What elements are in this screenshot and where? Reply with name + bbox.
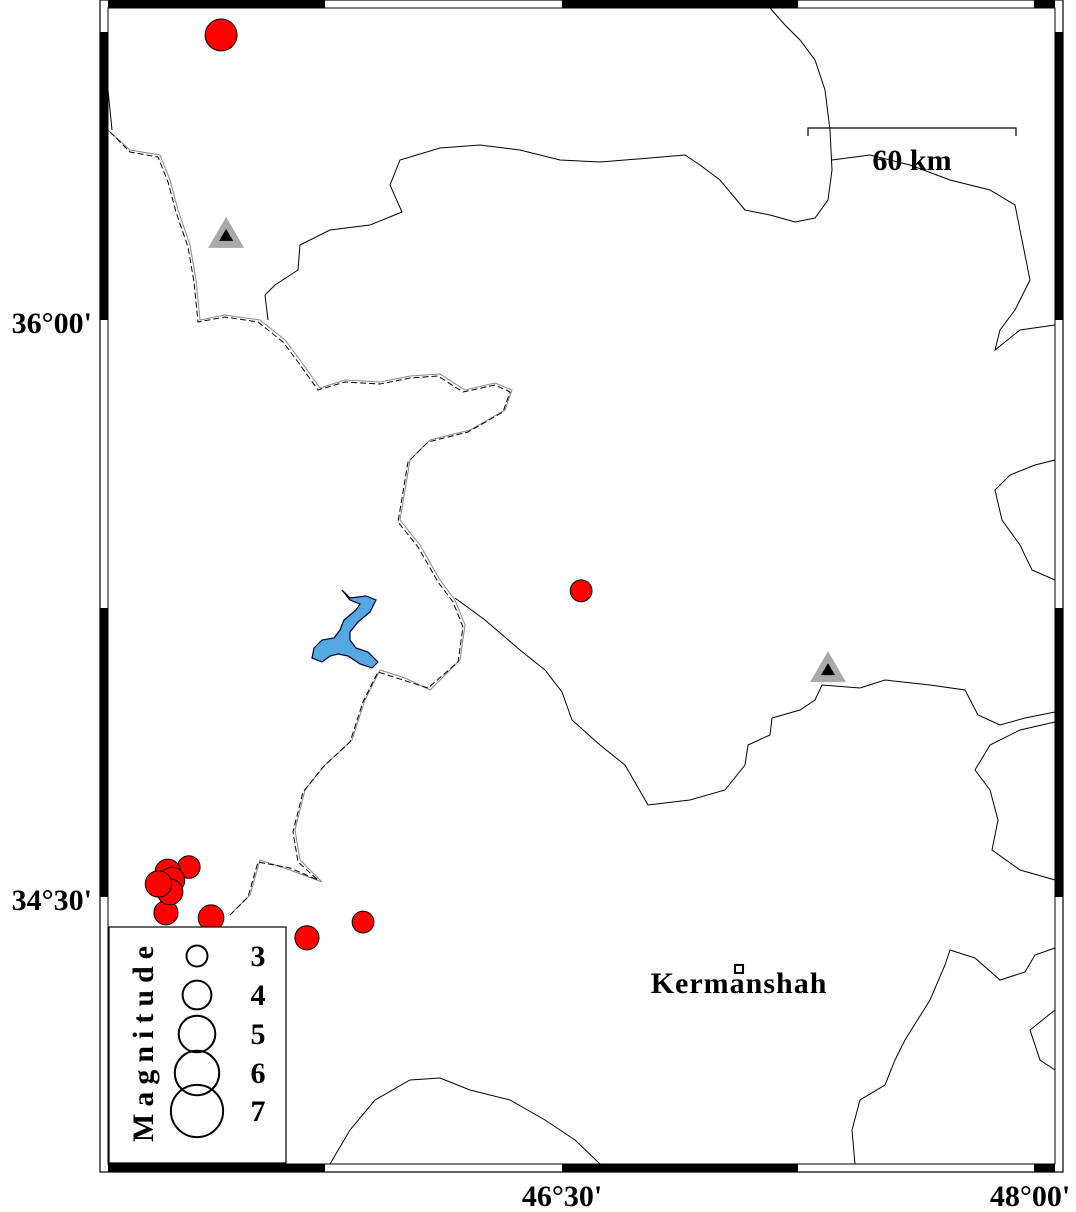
legend-circle: [173, 1049, 221, 1097]
city-square-icon: [734, 963, 745, 974]
lat-label-top: 36°00': [12, 307, 92, 340]
legend-magnitude-label: 7: [251, 1095, 266, 1128]
province-boundary: [851, 947, 1056, 1165]
frame-segment: [100, 32, 108, 320]
lon-label-right: 48°00': [990, 1180, 1070, 1212]
legend-magnitude-label: 5: [251, 1018, 266, 1051]
international-border-solid: [107, 129, 513, 916]
legend-circle: [181, 979, 213, 1011]
legend-magnitude-label: 4: [251, 979, 266, 1012]
frame-segment: [108, 0, 325, 8]
scale-bar-label: 60 km: [872, 144, 951, 177]
legend-magnitude-label: 6: [251, 1057, 266, 1090]
frame-segment: [1055, 608, 1063, 897]
province-boundary: [831, 154, 1056, 352]
earthquake-marker: [569, 579, 593, 603]
province-boundary: [329, 1077, 601, 1165]
frame-segment: [1034, 1164, 1055, 1172]
frame-segment: [562, 0, 798, 8]
city-label: Kermanshah: [651, 967, 828, 1000]
frame-segment: [108, 1164, 325, 1172]
station-layer: [208, 216, 847, 683]
earthquake-marker: [144, 870, 173, 898]
legend-circle: [185, 944, 209, 968]
frame-segment: [1034, 0, 1055, 8]
city-layer: Kermanshah: [651, 963, 828, 1000]
province-boundary: [994, 459, 1056, 581]
political-boundaries: [99, 7, 1056, 1165]
map-frame: [99, 0, 1064, 1173]
lon-label-mid: 46°30': [522, 1180, 602, 1212]
lake: [311, 589, 379, 669]
earthquake-marker: [351, 910, 375, 934]
station-triangle-icon: [810, 651, 847, 683]
magnitude-legend: Magnitude 3 4 5 6 7: [108, 926, 287, 1164]
earthquake-layer: [144, 18, 593, 951]
province-boundary: [264, 7, 833, 321]
province-boundary: [974, 721, 1056, 881]
legend-circle: [177, 1014, 217, 1054]
province-boundary: [1029, 1009, 1056, 1071]
station-triangle-icon: [208, 216, 245, 248]
frame-segment: [1055, 32, 1063, 320]
lat-label-bottom: 34°30': [12, 884, 92, 917]
frame-segment: [562, 1164, 798, 1172]
legend-title: Magnitude: [127, 939, 160, 1142]
legend-magnitude-label: 3: [251, 940, 266, 973]
earthquake-marker: [294, 925, 320, 951]
scale-bar: 60 km: [807, 127, 1017, 177]
province-boundary: [454, 597, 1056, 806]
earthquake-marker: [204, 18, 238, 52]
frame-segment: [100, 608, 108, 897]
international-border-dashed: [109, 131, 511, 918]
legend-circle: [169, 1083, 225, 1139]
